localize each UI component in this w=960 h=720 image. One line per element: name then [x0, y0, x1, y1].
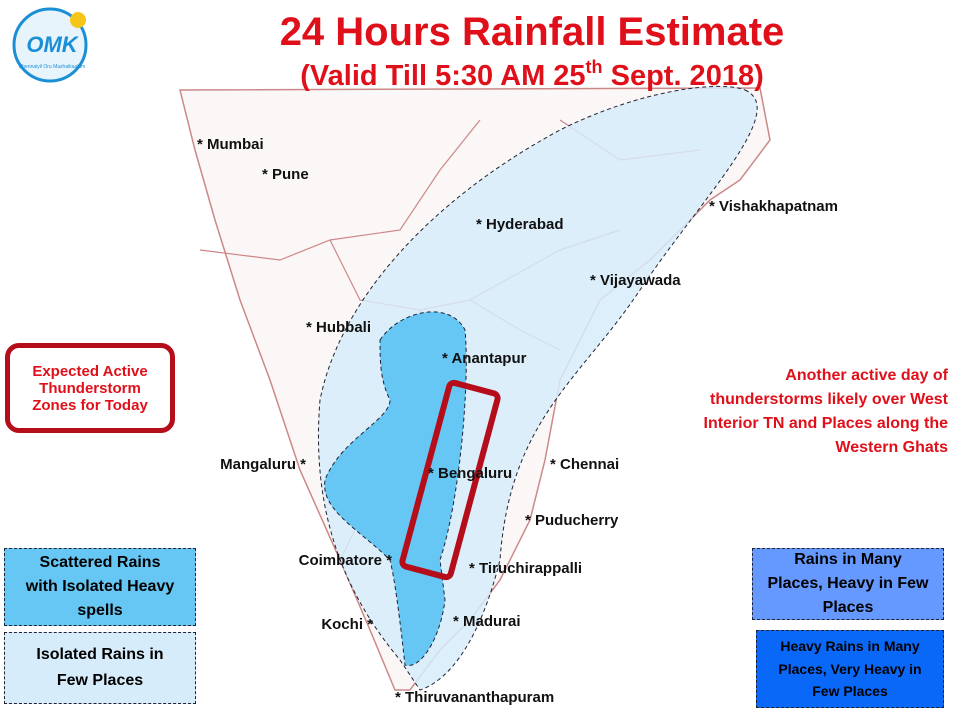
subtitle-part: Sept. 2018)	[603, 60, 764, 92]
legend-item: Scattered Rains with Isolated Heavy spel…	[4, 548, 196, 626]
thunderstorm-zone	[399, 379, 501, 581]
city-label: * Hyderabad	[476, 216, 564, 233]
legend-item: Heavy Rains in Many Places, Very Heavy i…	[756, 630, 944, 708]
legend-item: Isolated Rains in Few Places	[4, 632, 196, 704]
city-label: * Chennai	[550, 456, 619, 473]
city-label: * Pune	[262, 166, 309, 183]
subtitle-part: (Valid Till 5:30 AM 25	[300, 60, 585, 92]
logo-text: OMK	[26, 32, 79, 57]
city-label: * Vishakhapatnam	[709, 198, 838, 215]
city-label: * Madurai	[453, 613, 521, 630]
logo-sun	[70, 12, 86, 28]
city-label: Mangaluru *	[220, 456, 306, 473]
legend-item: Rains in Many Places, Heavy in Few Place…	[752, 548, 944, 620]
city-label: * Hubbali	[306, 319, 371, 336]
logo-tagline: Chennaiyil Oru Mazhaikaalam	[19, 64, 86, 70]
logo-mark	[12, 7, 88, 83]
annotation: Another active day of thunderstorms like…	[703, 367, 949, 456]
scattered-rain-zone	[324, 311, 467, 666]
city-labels: * Mumbai * Pune * Hyderabad * Vishakhapatna…	[197, 136, 838, 706]
city-label: * Anantapur	[442, 350, 527, 367]
subtitle: (Valid Till 5:30 AM 25th Sept. 2018)	[300, 57, 763, 92]
city-label: * Vijayawada	[590, 272, 681, 289]
city-label: * Puducherry	[525, 512, 619, 529]
title: 24 Hours Rainfall Estimate	[280, 10, 785, 54]
city-label: * Bengaluru	[428, 465, 512, 482]
callout: Expected Active Thunderstorm Zones for T…	[5, 343, 175, 433]
subtitle-sup: th	[586, 57, 603, 77]
city-label: Kochi *	[321, 616, 373, 633]
city-label: * Tiruchirappalli	[469, 560, 582, 577]
city-label: * Thiruvananthapuram	[395, 689, 554, 706]
city-label: * Mumbai	[197, 136, 264, 153]
city-label: Coimbatore *	[299, 552, 393, 569]
